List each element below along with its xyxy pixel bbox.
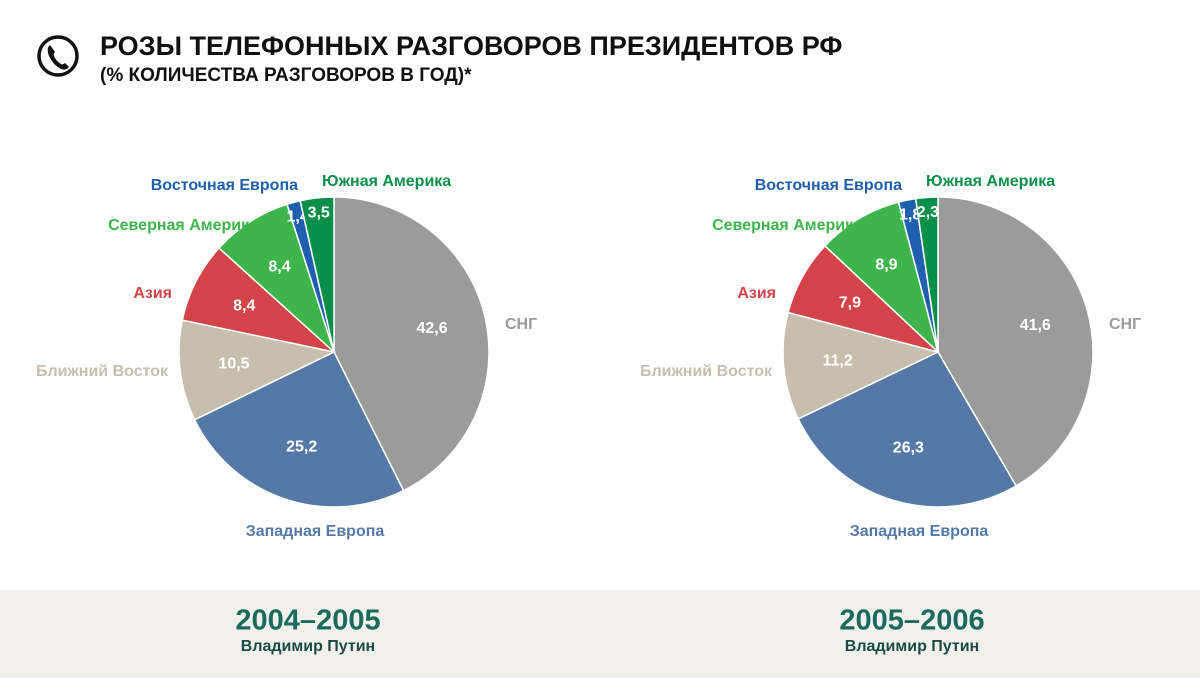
category-label: Западная Европа — [246, 523, 385, 540]
pie-slice — [299, 196, 335, 353]
pie-slice — [333, 196, 490, 492]
category-label: Ближний Восток — [640, 363, 773, 380]
chart-subtitle: Владимир Путин — [845, 638, 979, 655]
value-label: 8,4 — [268, 258, 290, 275]
category-label: Западная Европа — [850, 523, 989, 540]
category-label: Азия — [133, 285, 172, 302]
category-label: Северная Америка — [712, 217, 862, 234]
value-label: 26,3 — [893, 440, 924, 457]
category-label: Северная Америка — [108, 217, 258, 234]
category-label: Южная Америка — [926, 173, 1055, 190]
value-label: 42,6 — [416, 320, 447, 337]
category-label: Южная Америка — [322, 173, 451, 190]
value-label: 11,2 — [823, 353, 853, 370]
footer-band — [0, 590, 1200, 678]
category-label: Ближний Восток — [36, 363, 169, 380]
value-label: 10,5 — [218, 356, 249, 373]
value-label: 8,9 — [875, 257, 897, 274]
category-label: СНГ — [505, 316, 537, 333]
category-label: СНГ — [1109, 316, 1141, 333]
pie-slice — [914, 196, 939, 353]
chart-title: 2004–2005 — [235, 605, 380, 637]
chart-title: 2005–2006 — [839, 605, 984, 637]
value-label: 25,2 — [286, 439, 317, 456]
phone-icon — [37, 35, 79, 77]
value-label: 7,9 — [839, 294, 861, 311]
title: РОЗЫ ТЕЛЕФОННЫХ РАЗГОВОРОВ ПРЕЗИДЕНТОВ Р… — [100, 31, 842, 61]
category-label: Восточная Европа — [755, 177, 902, 194]
value-label: 8,4 — [233, 297, 255, 314]
chart-subtitle: Владимир Путин — [241, 638, 375, 655]
pie-slice — [937, 196, 1094, 487]
pie-slice — [782, 311, 941, 420]
value-label: 3,5 — [308, 205, 330, 222]
value-label: 2,3 — [917, 204, 939, 221]
subtitle: (% КОЛИЧЕСТВА РАЗГОВОРОВ В ГОД)* — [100, 65, 472, 86]
category-label: Азия — [737, 285, 776, 302]
category-label: Восточная Европа — [151, 177, 298, 194]
pie-slice — [797, 351, 1018, 508]
pie-slice — [178, 319, 337, 421]
value-label: 1,8 — [899, 207, 921, 224]
pie-slice — [193, 351, 405, 508]
value-label: 41,6 — [1020, 317, 1051, 334]
pie-slice — [823, 201, 940, 355]
